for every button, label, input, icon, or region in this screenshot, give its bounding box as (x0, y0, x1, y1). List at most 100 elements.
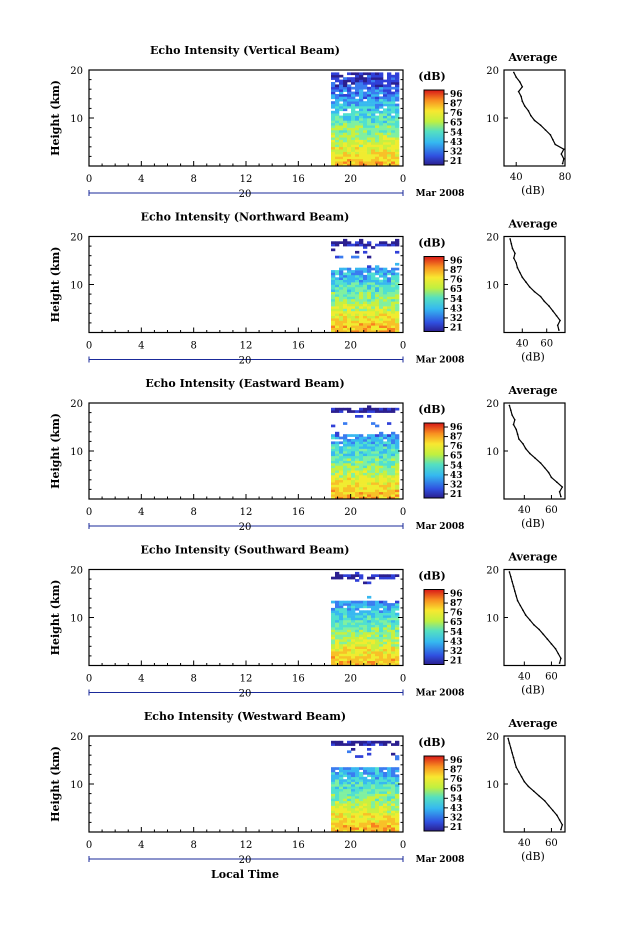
x-tick-label: 16 (292, 507, 305, 518)
heatmap-cell (351, 484, 356, 488)
heatmap-cell (339, 827, 344, 830)
heatmap-cell (339, 241, 344, 244)
heatmap-cell (339, 467, 344, 471)
heatmap-cell (391, 441, 396, 445)
heatmap-cell (367, 313, 372, 316)
heatmap-cell (363, 581, 368, 585)
heatmap-cell (391, 431, 396, 435)
heatmap-cell (391, 798, 396, 802)
heatmap-cell (371, 318, 376, 321)
heatmap-cell (351, 496, 356, 500)
heatmap-cell (355, 149, 360, 152)
heatmap-cell (391, 330, 396, 333)
heatmap-cell (375, 282, 380, 285)
heatmap-cell (375, 94, 380, 97)
heatmap-cell (347, 137, 352, 140)
heatmap-cell (383, 619, 388, 623)
heatmap-cell (371, 82, 376, 85)
heatmap-cell (379, 610, 384, 613)
heatmap-cell (371, 272, 376, 276)
heatmap-cell (375, 125, 380, 128)
heatmap-cell (359, 472, 364, 476)
heatmap-cell (379, 410, 384, 413)
heatmap-cell (331, 627, 336, 630)
heatmap-cell (363, 284, 368, 288)
heatmap-cell (395, 127, 400, 131)
heatmap-cell (335, 648, 340, 652)
heatmap-cell (339, 627, 344, 630)
heatmap-cell (379, 74, 384, 78)
heatmap-cell (351, 308, 356, 312)
heatmap-cell (379, 784, 384, 787)
heatmap-cell (391, 643, 396, 647)
heatmap-cell (339, 284, 344, 288)
heatmap-cell (347, 460, 352, 464)
heatmap-cell (339, 156, 344, 160)
heatmap-cell (375, 270, 380, 273)
heatmap-cell (355, 460, 360, 464)
heatmap-cell (387, 805, 392, 809)
y-axis-label: Height (km) (49, 80, 62, 156)
heatmap-cell (363, 158, 368, 162)
heatmap-cell (359, 786, 364, 790)
heatmap-cell (331, 467, 336, 471)
heatmap-cell (379, 622, 384, 625)
colorbar-tick-label: 96 (450, 90, 463, 100)
heatmap-cell (363, 451, 368, 454)
heatmap-cell (343, 482, 348, 485)
heatmap-cell (395, 479, 400, 483)
heatmap-cell (395, 631, 400, 635)
heatmap-cell (351, 144, 356, 148)
heatmap-cell (331, 489, 336, 493)
heatmap-cell (387, 455, 392, 459)
heatmap-cell (343, 617, 348, 621)
heatmap-cell (387, 272, 392, 276)
heatmap-cell (355, 94, 360, 97)
heatmap-cell (355, 755, 360, 758)
heatmap-cell (391, 793, 396, 797)
heatmap-cell (355, 286, 360, 290)
heatmap-cell (359, 743, 364, 746)
heatmap-cell (359, 415, 364, 418)
heatmap-cell (379, 315, 384, 319)
heatmap-cell (351, 86, 356, 90)
heatmap-cell (363, 118, 368, 121)
heatmap-cell (335, 98, 340, 102)
heatmap-cell (355, 325, 360, 328)
heatmap-cell (339, 94, 344, 97)
heatmap-cell (351, 98, 356, 102)
average-profile-point (520, 95, 522, 98)
average-profile-point (521, 100, 524, 102)
heatmap-cell (359, 603, 364, 606)
heatmap-cell (335, 455, 340, 459)
heatmap-cell (363, 463, 368, 466)
heatmap-cell (363, 115, 368, 119)
heatmap-cell (347, 658, 352, 661)
heatmap-cell (387, 827, 392, 830)
heatmap-cell (395, 743, 400, 746)
heatmap-cell (363, 740, 368, 744)
heatmap-cell (371, 615, 376, 618)
heatmap-cell (355, 786, 360, 790)
heatmap-cell (335, 820, 340, 823)
heatmap-cell (363, 455, 368, 459)
heatmap-cell (367, 303, 372, 307)
heatmap-cell (375, 574, 380, 577)
heatmap-cell (383, 470, 388, 473)
heatmap-cell (359, 282, 364, 285)
heatmap-cell (351, 296, 356, 300)
heatmap-cell (395, 491, 400, 495)
heatmap-cell (347, 634, 352, 637)
heatmap-cell (347, 284, 352, 288)
heatmap-cell (339, 151, 344, 155)
heatmap-cell (387, 303, 392, 307)
heatmap-cell (359, 294, 364, 297)
heatmap-cell (391, 465, 396, 469)
heatmap-cell (343, 163, 348, 167)
heatmap-cell (343, 296, 348, 300)
heatmap-cell (387, 82, 392, 85)
heatmap-cell (391, 639, 396, 642)
average-profile-point (556, 324, 559, 327)
heatmap-cell (371, 484, 376, 488)
heatmap-cell (367, 441, 372, 445)
